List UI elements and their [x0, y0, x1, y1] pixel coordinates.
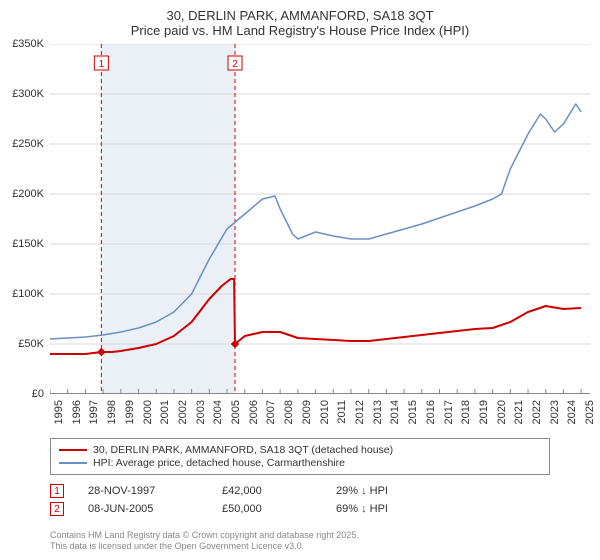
title-block: 30, DERLIN PARK, AMMANFORD, SA18 3QT Pri…	[0, 0, 600, 44]
x-tick-label: 2000	[142, 400, 154, 424]
tx-date-1: 08-JUN-2005	[88, 503, 198, 515]
title-line2: Price paid vs. HM Land Registry's House …	[0, 23, 600, 38]
x-tick-label: 2006	[248, 400, 260, 424]
x-tick-label: 2018	[460, 400, 472, 424]
title-line1: 30, DERLIN PARK, AMMANFORD, SA18 3QT	[0, 8, 600, 23]
y-tick-label: £0	[32, 388, 44, 400]
x-tick-label: 2010	[319, 400, 331, 424]
x-tick-label: 1996	[71, 400, 83, 424]
x-tick-label: 2014	[389, 400, 401, 424]
x-tick-label: 2005	[230, 400, 242, 424]
x-tick-label: 2001	[159, 400, 171, 424]
x-tick-label: 2021	[513, 400, 525, 424]
x-tick-label: 2025	[584, 400, 596, 424]
x-tick-label: 2009	[301, 400, 313, 424]
chart-container: 30, DERLIN PARK, AMMANFORD, SA18 3QT Pri…	[0, 0, 600, 560]
legend-swatch-1	[59, 462, 87, 464]
legend-row-0: 30, DERLIN PARK, AMMANFORD, SA18 3QT (de…	[59, 444, 541, 456]
x-tick-label: 2002	[177, 400, 189, 424]
legend-label-1: HPI: Average price, detached house, Carm…	[93, 457, 345, 469]
tx-diff-1: 69% ↓ HPI	[336, 503, 446, 515]
x-tick-label: 1997	[88, 400, 100, 424]
plot-svg: 12	[50, 44, 590, 394]
y-tick-label: £100K	[12, 288, 44, 300]
y-tick-label: £250K	[12, 138, 44, 150]
plot-area: 12	[50, 44, 590, 394]
footer-line2: This data is licensed under the Open Gov…	[50, 541, 359, 552]
x-tick-label: 2020	[496, 400, 508, 424]
x-tick-label: 2017	[443, 400, 455, 424]
x-tick-label: 1999	[124, 400, 136, 424]
legend-row-1: HPI: Average price, detached house, Carm…	[59, 457, 541, 469]
x-tick-label: 2024	[566, 400, 578, 424]
y-tick-label: £150K	[12, 238, 44, 250]
transaction-rows: 1 28-NOV-1997 £42,000 29% ↓ HPI 2 08-JUN…	[50, 480, 550, 520]
legend: 30, DERLIN PARK, AMMANFORD, SA18 3QT (de…	[50, 438, 550, 475]
tx-price-1: £50,000	[222, 503, 312, 515]
legend-label-0: 30, DERLIN PARK, AMMANFORD, SA18 3QT (de…	[93, 444, 393, 456]
x-tick-label: 2012	[354, 400, 366, 424]
tx-date-0: 28-NOV-1997	[88, 485, 198, 497]
legend-swatch-0	[59, 449, 87, 452]
y-tick-label: £350K	[12, 38, 44, 50]
x-tick-label: 2008	[283, 400, 295, 424]
x-tick-label: 2023	[549, 400, 561, 424]
x-tick-label: 2011	[336, 400, 348, 424]
svg-text:2: 2	[232, 59, 238, 70]
x-tick-label: 1995	[53, 400, 65, 424]
y-tick-label: £200K	[12, 188, 44, 200]
footer: Contains HM Land Registry data © Crown c…	[50, 530, 359, 552]
x-tick-label: 2019	[478, 400, 490, 424]
x-tick-label: 2004	[212, 400, 224, 424]
x-tick-label: 2007	[265, 400, 277, 424]
x-tick-label: 2016	[425, 400, 437, 424]
tx-price-0: £42,000	[222, 485, 312, 497]
tx-marker-1: 2	[50, 502, 64, 516]
svg-text:1: 1	[99, 59, 105, 70]
x-axis: 1995 1996 1997 1998 1999 2000 2001 2002 2003 2004…	[50, 398, 590, 438]
x-tick-label: 1998	[106, 400, 118, 424]
y-tick-label: £300K	[12, 88, 44, 100]
footer-line1: Contains HM Land Registry data © Crown c…	[50, 530, 359, 541]
x-tick-label: 2003	[195, 400, 207, 424]
y-axis: £0£50K£100K£150K£200K£250K£300K£350K	[0, 44, 48, 394]
x-tick-label: 2015	[407, 400, 419, 424]
x-tick-label: 2022	[531, 400, 543, 424]
x-tick-label: 2013	[372, 400, 384, 424]
transaction-row-1: 2 08-JUN-2005 £50,000 69% ↓ HPI	[50, 502, 550, 516]
tx-marker-0: 1	[50, 484, 64, 498]
tx-diff-0: 29% ↓ HPI	[336, 485, 446, 497]
y-tick-label: £50K	[18, 338, 44, 350]
transaction-row-0: 1 28-NOV-1997 £42,000 29% ↓ HPI	[50, 484, 550, 498]
